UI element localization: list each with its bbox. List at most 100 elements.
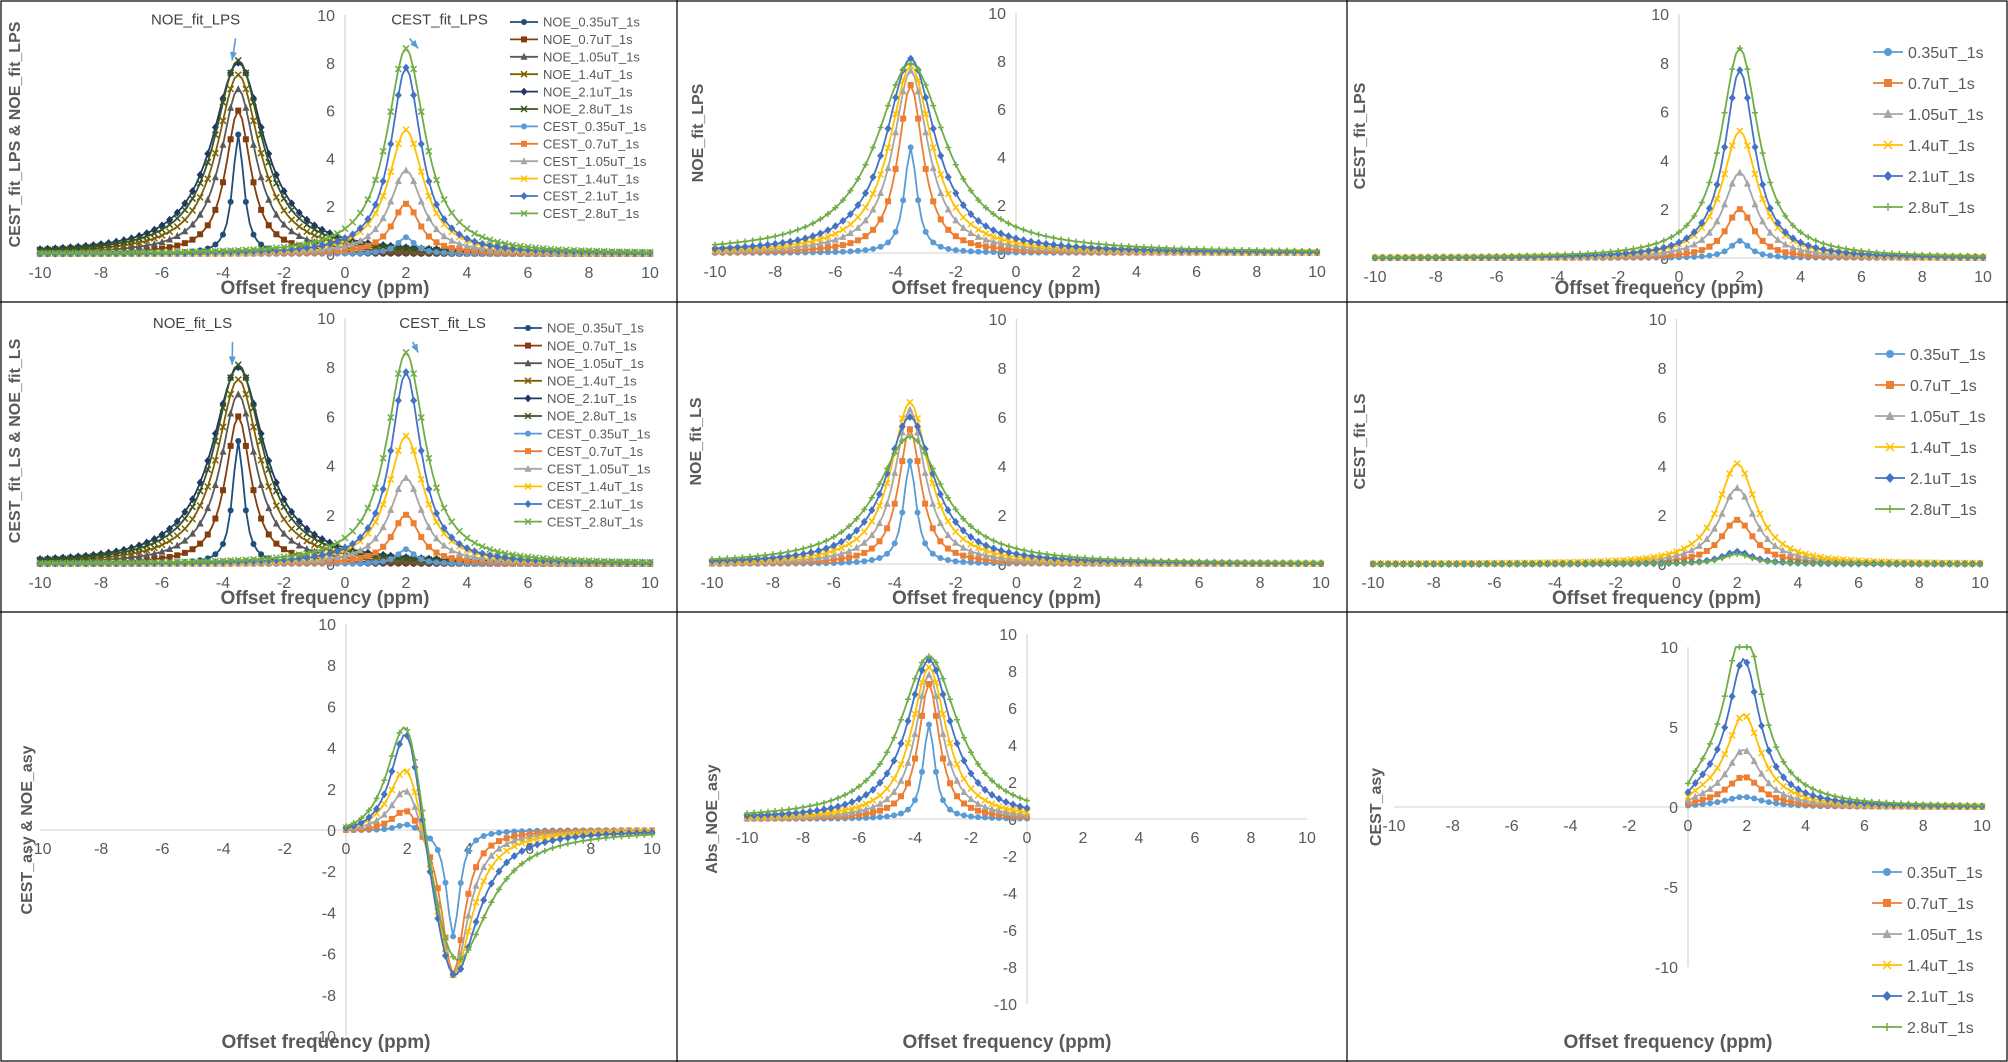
data-point (1028, 229, 1035, 236)
data-point (372, 249, 379, 256)
data-point (388, 752, 395, 759)
data-point (1743, 774, 1750, 781)
data-point (404, 821, 411, 828)
data-point (395, 520, 402, 527)
y-tick-label: 4 (1658, 459, 1667, 476)
data-point (1721, 786, 1728, 793)
data-point (487, 863, 495, 871)
data-point (227, 507, 234, 514)
data-point (846, 554, 853, 561)
data-point (961, 812, 967, 819)
legend-item: 1.4uT_1s (1873, 138, 1975, 155)
data-point (877, 124, 884, 131)
data-point (1718, 509, 1726, 517)
legend: NOE_0.35uT_1sNOE_0.7uT_1sNOE_1.05uT_1sNO… (510, 15, 647, 221)
data-point (455, 218, 463, 226)
data-point (387, 446, 395, 455)
data-point (395, 551, 402, 558)
data-point (915, 197, 922, 204)
y-tick-label: 6 (326, 409, 335, 426)
data-point (975, 814, 981, 821)
data-point (1703, 547, 1710, 554)
data-point (425, 558, 432, 565)
data-point (1706, 784, 1714, 792)
x-tick-label: -8 (94, 265, 108, 282)
legend-item: NOE_1.05uT_1s (514, 356, 644, 371)
data-point (1713, 745, 1721, 754)
data-point (937, 189, 945, 197)
data-point (975, 242, 982, 249)
data-point (891, 800, 897, 807)
y-tick-label: 6 (1008, 701, 1017, 718)
data-point (425, 233, 432, 240)
x-tick-label: 4 (1801, 818, 1810, 835)
data-point (940, 797, 946, 804)
data-point (427, 835, 434, 842)
data-point (394, 396, 402, 405)
data-point (995, 794, 1003, 803)
data-point (280, 195, 288, 203)
x-tick-label: -4 (216, 841, 230, 858)
data-point (396, 809, 403, 816)
y-tick-label: 6 (997, 102, 1006, 119)
data-point (357, 245, 364, 252)
data-point (235, 107, 242, 114)
data-point (1758, 786, 1765, 793)
data-point (990, 244, 997, 251)
legend-label: CEST_2.1uT_1s (543, 189, 640, 204)
annotation-label: NOE_fit_LPS (151, 12, 240, 29)
y-tick-label: -10 (994, 997, 1017, 1014)
data-point (734, 239, 741, 246)
data-point (1767, 179, 1774, 186)
y-axis-title: CEST_asy & NOE_asy (19, 745, 36, 914)
legend-item: NOE_0.7uT_1s (514, 338, 637, 353)
data-point (381, 777, 388, 784)
data-point (204, 531, 211, 538)
chart-svg-p1: -10-8-6-4-202468100246810NOE_fit_LPSCEST… (7, 8, 659, 299)
y-tick-label: -5 (1664, 880, 1678, 897)
series-line (746, 665, 1028, 818)
data-point (402, 348, 410, 356)
data-point (884, 525, 891, 532)
data-point (1721, 723, 1729, 732)
data-point (815, 540, 822, 547)
data-point (1728, 93, 1736, 102)
data-point (899, 458, 906, 465)
data-point (930, 239, 937, 246)
data-point (442, 879, 449, 886)
data-point (904, 758, 912, 766)
x-axis-title: Offset frequency (ppm) (220, 278, 429, 299)
data-point (853, 535, 861, 543)
data-point (968, 813, 974, 820)
data-point (1764, 524, 1772, 532)
data-point (939, 729, 947, 737)
data-point (1699, 796, 1706, 803)
data-point (1744, 214, 1751, 221)
legend-item: CEST_0.7uT_1s (514, 444, 644, 459)
data-point (1721, 228, 1728, 235)
data-point (441, 559, 448, 566)
y-tick-label: 2 (1660, 202, 1669, 219)
x-tick-label: -6 (155, 265, 169, 282)
legend-item: CEST_0.35uT_1s (510, 119, 647, 134)
data-point (1691, 786, 1699, 795)
data-point (288, 515, 296, 523)
data-point (919, 768, 925, 775)
y-tick-label: 2 (327, 782, 336, 799)
legend-item: 2.8uT_1s (1875, 502, 1977, 519)
legend-label: CEST_0.35uT_1s (547, 426, 651, 441)
data-point (1713, 180, 1721, 189)
legend-item: 0.7uT_1s (1875, 378, 1977, 395)
data-point (404, 808, 411, 815)
data-point (853, 552, 860, 559)
data-point (1721, 143, 1729, 152)
y-tick-label: 2 (997, 198, 1006, 215)
data-point (1733, 484, 1741, 492)
data-point (1751, 143, 1759, 152)
data-point (1707, 800, 1714, 807)
data-point (455, 527, 463, 535)
data-point (757, 236, 764, 243)
data-point (899, 509, 906, 516)
data-point (929, 525, 936, 532)
x-tick-label: -6 (827, 575, 841, 592)
